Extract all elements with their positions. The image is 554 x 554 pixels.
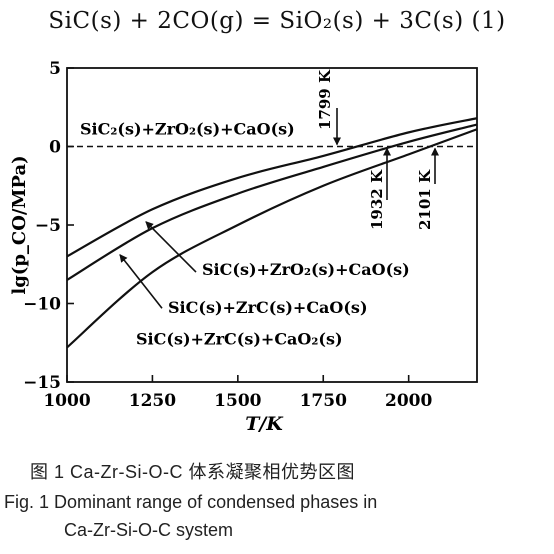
series-label-arrow-1 [145, 221, 197, 273]
series-label-1: SiC(s)+ZrO₂(s)+CaO(s) [202, 260, 410, 279]
phase-boundary-curves [66, 117, 478, 349]
chart-labels: T/K lg(p_CO/MPa) SiC₂(s)+ZrO₂(s)+CaO(s) SiC… [9, 120, 410, 436]
series-label-2: SiC(s)+ZrC(s)+CaO(s) [168, 298, 368, 317]
region-label: SiC₂(s)+ZrO₂(s)+CaO(s) [80, 120, 295, 139]
crossing-annotations: 1799 K 1932 K 2101 K [316, 69, 439, 230]
series-line-3 [66, 128, 478, 349]
crossing-label-3: 2101 K [416, 169, 434, 230]
x-axis-label: T/K [245, 413, 284, 435]
y-axis-label: lg(p_CO/MPa) [9, 155, 30, 294]
x-tick-label: 2000 [385, 391, 432, 411]
y-tick-label: −10 [23, 295, 61, 315]
x-tick-label: 1500 [214, 391, 261, 411]
series-label-3: SiC(s)+ZrC(s)+CaO₂(s) [136, 329, 343, 348]
y-tick-label: −5 [35, 216, 61, 236]
crossing-label-2: 1932 K [368, 169, 386, 230]
y-tick-label: 5 [49, 59, 61, 79]
y-tick-label: 0 [49, 138, 61, 158]
caption-chinese: 图 1 Ca-Zr-Si-O-C 体系凝聚相优势区图 [30, 462, 355, 482]
caption-english-line-1: Fig. 1 Dominant range of condensed phase… [4, 492, 378, 512]
crossing-label-1: 1799 K [316, 69, 334, 130]
caption-english-line-2: Ca-Zr-Si-O-C system [64, 520, 233, 540]
series-line-2 [66, 123, 478, 281]
x-tick-label: 1250 [129, 391, 176, 411]
y-tick-label: −15 [23, 373, 61, 393]
x-tick-label: 1000 [43, 391, 90, 411]
series-line-1 [66, 117, 478, 258]
x-tick-label: 1750 [300, 391, 347, 411]
reaction-equation: SiC(s) + 2CO(g) = SiO₂(s) + 3C(s) (1) [48, 8, 506, 34]
series-label-arrow-2 [119, 254, 163, 309]
